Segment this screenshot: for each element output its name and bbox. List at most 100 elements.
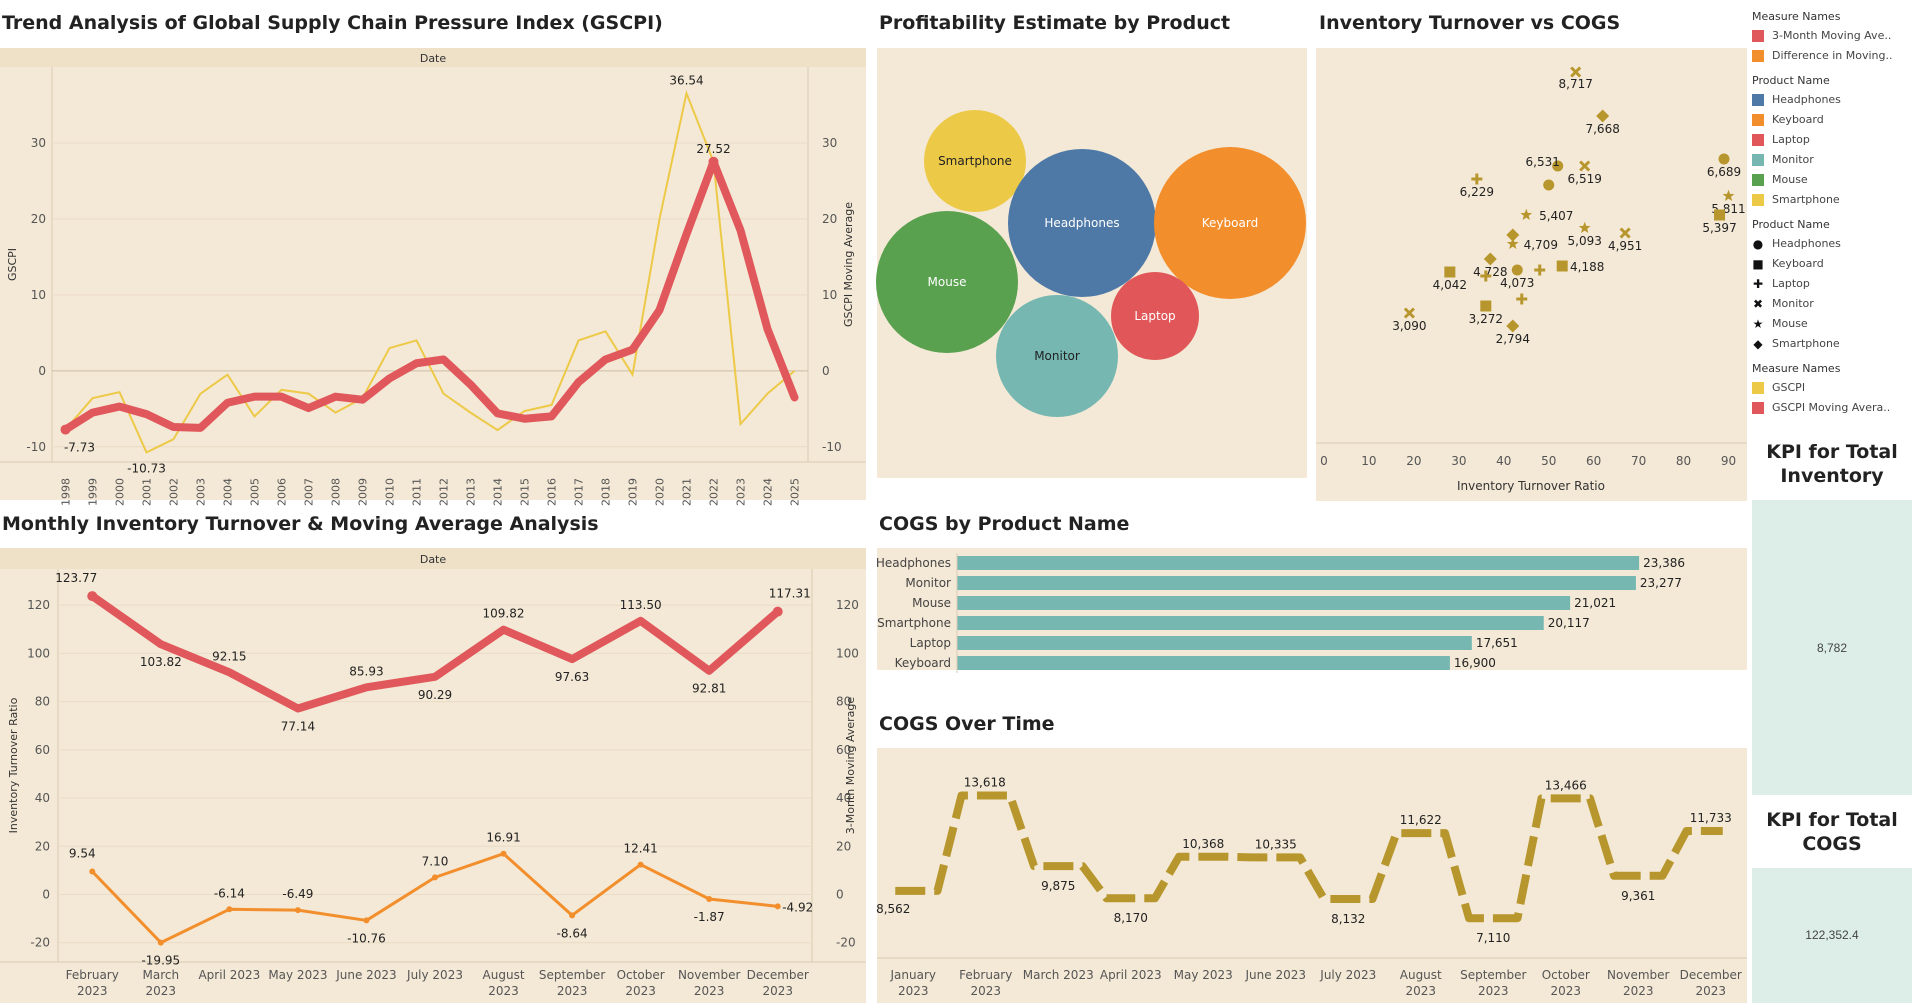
header-band: [0, 48, 866, 67]
legend-item[interactable]: 3-Month Moving Ave..: [1752, 26, 1912, 46]
x-tick-label: August: [483, 968, 525, 982]
data-label: 13,466: [1545, 778, 1587, 792]
data-label: 10,335: [1255, 837, 1297, 851]
legend-swatch: [1752, 382, 1764, 394]
data-label: 13,618: [964, 775, 1006, 789]
bar-value-label: 16,900: [1454, 656, 1496, 670]
legend-title: Product Name: [1752, 218, 1830, 231]
bubble-label: Mouse: [928, 275, 967, 289]
data-label: -4.92: [782, 900, 813, 914]
x-tick-label: 2008: [330, 478, 343, 506]
x-tick-label: 2023: [735, 478, 748, 506]
x-tick-label: 2006: [276, 478, 289, 506]
legend-item[interactable]: Monitor: [1752, 150, 1912, 170]
plus-shape-icon: ✚: [1752, 277, 1764, 291]
legend-item[interactable]: GSCPI: [1752, 378, 1912, 398]
data-label: -8.64: [557, 926, 588, 940]
data-label: 7,110: [1476, 931, 1510, 945]
data-label: 109.82: [483, 607, 525, 621]
point-label: 6,689: [1707, 165, 1741, 179]
gscpi-line: [64, 89, 796, 454]
legend-swatch: [1752, 114, 1764, 126]
legend-item[interactable]: ✖ Monitor: [1752, 294, 1912, 314]
kpi-cogs-title: KPI for Total COGS: [1766, 809, 1898, 855]
point-label: 3,090: [1392, 319, 1426, 333]
bar-category-label: Mouse: [912, 596, 951, 610]
y-tick-label: 10: [31, 288, 46, 302]
legend-swatch: [1752, 194, 1764, 206]
difference-point: [89, 868, 96, 875]
x-tick-label: February: [66, 968, 119, 982]
x-tick-label: September: [539, 968, 605, 982]
gscpi-chart-title: Trend Analysis of Global Supply Chain Pr…: [2, 12, 663, 34]
point-label: 7,668: [1585, 122, 1619, 136]
legend-label: GSCPI: [1772, 381, 1806, 394]
cogs-product-chart-title: COGS by Product Name: [879, 513, 1130, 535]
legend-item[interactable]: Difference in Moving..: [1752, 46, 1912, 66]
bar-smartphone: [957, 616, 1544, 630]
x-tick-label: 40: [1496, 454, 1511, 468]
data-label: 77.14: [281, 720, 315, 734]
bar-monitor: [957, 576, 1636, 590]
x-tick-label: 2001: [141, 478, 154, 506]
point-label: 5,397: [1702, 221, 1736, 235]
x-tick-label: 2023: [625, 984, 656, 998]
bubble-headphones: [1008, 149, 1156, 297]
x-axis-label: Inventory Turnover Ratio: [1457, 479, 1605, 493]
legend-item[interactable]: Smartphone: [1752, 190, 1912, 210]
x-tick-label: 0: [1320, 454, 1328, 468]
legend-item[interactable]: ✚ Laptop: [1752, 274, 1912, 294]
legend-item[interactable]: ■ Keyboard: [1752, 254, 1912, 274]
legend-swatch: [1752, 94, 1764, 106]
star-shape-icon: ★: [1752, 317, 1764, 331]
legend-item[interactable]: Mouse: [1752, 170, 1912, 190]
legend-label: Laptop: [1772, 277, 1810, 290]
data-label: 8,170: [1114, 911, 1148, 925]
legend-product-shapes: Product Name ● Headphones ■ Keyboard ✚ Lapt…: [1752, 218, 1912, 354]
point-label: 4,951: [1608, 239, 1642, 253]
legend-label: GSCPI Moving Avera..: [1772, 401, 1891, 414]
data-label: 103.82: [140, 655, 182, 669]
point-label: 6,519: [1568, 172, 1602, 186]
x-tick-label: 2018: [600, 478, 613, 506]
x-tick-label: 1998: [60, 478, 73, 506]
legend-item[interactable]: Keyboard: [1752, 110, 1912, 130]
legend-label: Mouse: [1772, 317, 1808, 330]
difference-point: [500, 850, 507, 857]
difference-point: [363, 917, 370, 924]
x-tick-label: 2014: [492, 478, 505, 506]
legend-label: Monitor: [1772, 153, 1814, 166]
legend-item[interactable]: Laptop: [1752, 130, 1912, 150]
x-tick-label: July 2023: [406, 968, 463, 982]
data-label: 97.63: [555, 670, 589, 684]
bar-category-label: Monitor: [905, 576, 951, 590]
x-tick-label: 2025: [789, 478, 802, 506]
bubble-label: Smartphone: [938, 154, 1012, 168]
data-label: 85.93: [349, 664, 383, 678]
x-tick-label: March: [143, 968, 180, 982]
legend-measure-names-1: Measure Names 3-Month Moving Ave.. Diffe…: [1752, 10, 1912, 66]
x-tick-label: 2024: [762, 478, 775, 506]
x-tick-label: 2023: [557, 984, 588, 998]
y2-tick-label: 20: [822, 212, 837, 226]
legend-swatch: [1752, 154, 1764, 166]
legend-item[interactable]: Headphones: [1752, 90, 1912, 110]
data-label: 90.29: [418, 688, 452, 702]
x-tick-label: 10: [1361, 454, 1376, 468]
x-tick-label: 2023: [1478, 984, 1509, 998]
x-tick-label: 2005: [249, 478, 262, 506]
x-tick-label: May 2023: [1174, 968, 1233, 982]
legend-item[interactable]: ◆ Smartphone: [1752, 334, 1912, 354]
line-endpoint: [60, 424, 71, 435]
y2-tick-label: -10: [822, 440, 842, 454]
legend-item[interactable]: ● Headphones: [1752, 234, 1912, 254]
legend-item[interactable]: ★ Mouse: [1752, 314, 1912, 334]
legend-item[interactable]: GSCPI Moving Avera..: [1752, 398, 1912, 418]
bubble-label: Monitor: [1034, 349, 1080, 363]
